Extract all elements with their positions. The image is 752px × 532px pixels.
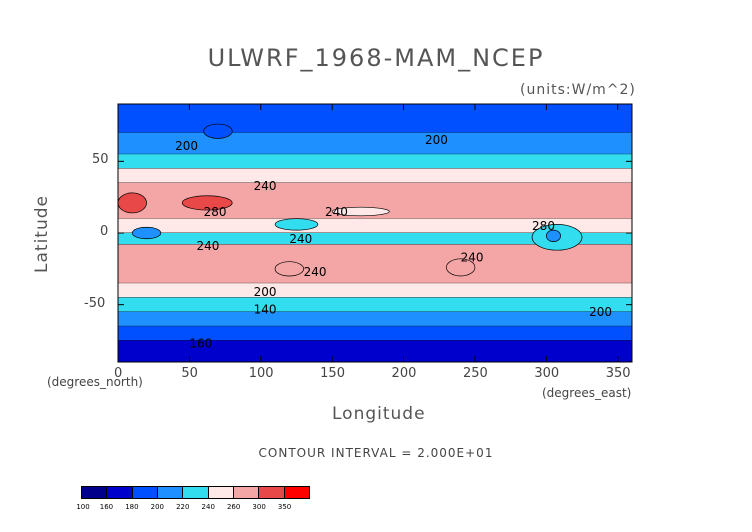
field-feature-8 (274, 261, 304, 277)
zonal-band-9 (118, 297, 632, 312)
colorbar (81, 486, 310, 499)
colorbar-label: 100 (76, 503, 90, 511)
colorbar-label: 180 (125, 503, 139, 511)
y-axis-label: Latitude (32, 195, 52, 273)
field-feature-7 (446, 258, 476, 277)
x-tick-label: 50 (181, 366, 198, 381)
colorbar-swatch-7 (259, 487, 285, 498)
chart-title: ULWRF_1968-MAM_NCEP (207, 44, 545, 72)
contour-label: 200 (589, 305, 612, 319)
colorbar-swatch-8 (284, 487, 309, 498)
field-feature-9 (203, 123, 233, 139)
field-feature-4 (131, 226, 162, 240)
zonal-band-0 (118, 104, 632, 133)
units-label: (units:W/m^2) (520, 82, 636, 98)
y-tick-label: 50 (92, 152, 109, 168)
colorbar-label: 300 (252, 503, 266, 511)
contour-label: 200 (175, 139, 198, 153)
zonal-band-2 (118, 154, 632, 169)
zonal-band-1 (118, 132, 632, 155)
colorbar-swatch-5 (208, 487, 234, 498)
colorbar-label: 160 (99, 503, 114, 511)
x-tick-label: 350 (605, 366, 631, 381)
contour-label: 240 (289, 232, 312, 246)
colorbar-swatch-0 (82, 487, 108, 498)
zonal-band-5 (118, 218, 632, 233)
x-tick-label: 200 (391, 366, 417, 381)
contour-label: 140 (254, 302, 277, 316)
contour-label: 200 (425, 133, 448, 147)
colorbar-label: 200 (150, 503, 165, 511)
field-feature-1 (181, 195, 233, 211)
zonal-band-8 (118, 283, 632, 298)
colorbar-swatch-2 (132, 487, 158, 498)
contour-label: 240 (197, 239, 220, 253)
colorbar-label: 240 (201, 503, 215, 511)
contour-label: 240 (461, 251, 484, 265)
field-feature-5 (274, 218, 319, 231)
zonal-band-6 (118, 233, 632, 245)
zonal-band-7 (118, 244, 632, 284)
contour-label: 280 (532, 219, 555, 233)
zonal-band-10 (118, 311, 632, 327)
x-unit-label-right: (degrees_east) (542, 386, 632, 400)
contour-label: 160 (189, 337, 212, 351)
zonal-band-11 (118, 326, 632, 341)
field-feature-0 (118, 192, 147, 214)
x-unit-label: (degrees_north) (47, 375, 143, 389)
zonal-band-12 (118, 340, 632, 362)
contour-interval-text: CONTOUR INTERVAL = 2.000E+01 (258, 446, 494, 460)
colorbar-swatch-1 (107, 487, 133, 498)
colorbar-label: 350 (277, 503, 292, 511)
colorbar-swatch-6 (233, 487, 260, 498)
y-tick-label: -50 (84, 295, 106, 311)
contour-label: 280 (204, 205, 227, 219)
y-tick-label: 0 (100, 224, 109, 239)
field-feature-3 (545, 229, 561, 242)
x-tick-label: 300 (534, 366, 560, 381)
contour-label: 240 (325, 205, 348, 219)
field-feature-6 (331, 206, 390, 217)
contour-label: 240 (304, 265, 327, 279)
contour-label: 240 (254, 179, 277, 193)
colorbar-label: 220 (176, 503, 190, 511)
colorbar-label: 260 (226, 503, 241, 511)
colorbar-swatch-4 (183, 487, 209, 498)
x-tick-label: 100 (248, 366, 274, 381)
x-axis-label: Longitude (332, 404, 426, 424)
x-tick-label: 150 (320, 366, 345, 381)
x-tick-label: 250 (462, 366, 488, 381)
zonal-band-3 (118, 168, 632, 183)
colorbar-swatch-3 (157, 487, 184, 498)
contour-label: 200 (254, 285, 277, 299)
x-tick-label: 0 (114, 366, 123, 381)
